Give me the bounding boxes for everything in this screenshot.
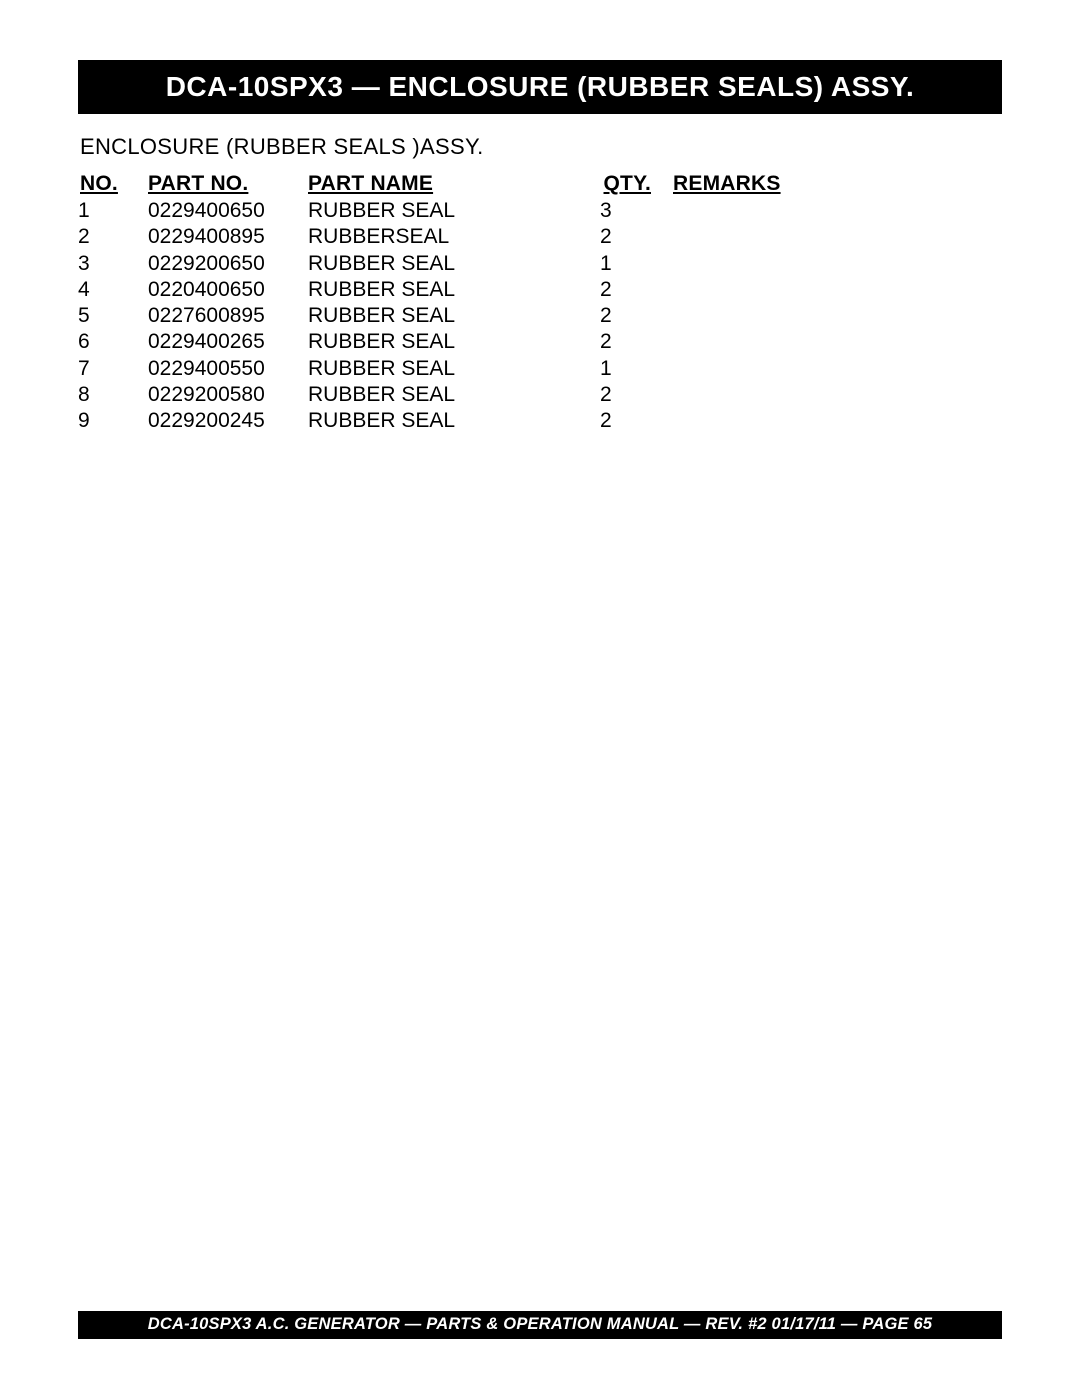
cell-remarks xyxy=(673,198,873,224)
cell-remarks xyxy=(673,277,873,303)
cell-part-name: RUBBER SEAL xyxy=(308,251,588,277)
cell-part-name: RUBBERSEAL xyxy=(308,224,588,250)
cell-part-no: 0229400265 xyxy=(148,329,308,355)
page-footer-bar: DCA-10SPX3 A.C. GENERATOR — PARTS & OPER… xyxy=(78,1311,1002,1339)
cell-remarks xyxy=(673,224,873,250)
cell-no: 3 xyxy=(78,251,148,277)
table-row: 4 0220400650 RUBBER SEAL 2 xyxy=(78,277,873,303)
cell-part-name: RUBBER SEAL xyxy=(308,303,588,329)
table-row: 6 0229400265 RUBBER SEAL 2 xyxy=(78,329,873,355)
table-body: 1 0229400650 RUBBER SEAL 3 2 0229400895 … xyxy=(78,198,873,434)
cell-qty: 2 xyxy=(588,303,673,329)
cell-part-name: RUBBER SEAL xyxy=(308,408,588,434)
cell-no: 2 xyxy=(78,224,148,250)
table-header-row: NO. PART NO. PART NAME QTY. REMARKS xyxy=(78,172,873,198)
cell-part-name: RUBBER SEAL xyxy=(308,198,588,224)
col-header-part-name: PART NAME xyxy=(308,172,588,198)
cell-qty: 2 xyxy=(588,329,673,355)
cell-no: 1 xyxy=(78,198,148,224)
page-title-text: DCA-10SPX3 — ENCLOSURE (RUBBER SEALS) AS… xyxy=(166,71,915,102)
cell-qty: 2 xyxy=(588,382,673,408)
cell-remarks xyxy=(673,303,873,329)
cell-part-no: 0229200245 xyxy=(148,408,308,434)
cell-part-no: 0229200580 xyxy=(148,382,308,408)
table-row: 9 0229200245 RUBBER SEAL 2 xyxy=(78,408,873,434)
cell-remarks xyxy=(673,329,873,355)
table-row: 1 0229400650 RUBBER SEAL 3 xyxy=(78,198,873,224)
cell-remarks xyxy=(673,382,873,408)
cell-qty: 3 xyxy=(588,198,673,224)
cell-part-name: RUBBER SEAL xyxy=(308,382,588,408)
cell-part-no: 0220400650 xyxy=(148,277,308,303)
cell-qty: 1 xyxy=(588,251,673,277)
cell-no: 5 xyxy=(78,303,148,329)
page-title-bar: DCA-10SPX3 — ENCLOSURE (RUBBER SEALS) AS… xyxy=(78,60,1002,114)
col-header-part-no: PART NO. xyxy=(148,172,308,198)
cell-remarks xyxy=(673,356,873,382)
cell-qty: 2 xyxy=(588,277,673,303)
col-header-qty: QTY. xyxy=(588,172,673,198)
cell-no: 9 xyxy=(78,408,148,434)
cell-no: 8 xyxy=(78,382,148,408)
table-row: 2 0229400895 RUBBERSEAL 2 xyxy=(78,224,873,250)
cell-qty: 1 xyxy=(588,356,673,382)
table-row: 7 0229400550 RUBBER SEAL 1 xyxy=(78,356,873,382)
table-row: 5 0227600895 RUBBER SEAL 2 xyxy=(78,303,873,329)
table-row: 8 0229200580 RUBBER SEAL 2 xyxy=(78,382,873,408)
cell-part-no: 0229400895 xyxy=(148,224,308,250)
cell-part-no: 0229400650 xyxy=(148,198,308,224)
cell-no: 7 xyxy=(78,356,148,382)
cell-part-no: 0229400550 xyxy=(148,356,308,382)
table-row: 3 0229200650 RUBBER SEAL 1 xyxy=(78,251,873,277)
cell-part-no: 0229200650 xyxy=(148,251,308,277)
cell-remarks xyxy=(673,408,873,434)
col-header-no: NO. xyxy=(78,172,148,198)
cell-remarks xyxy=(673,251,873,277)
cell-no: 4 xyxy=(78,277,148,303)
cell-qty: 2 xyxy=(588,408,673,434)
cell-part-name: RUBBER SEAL xyxy=(308,277,588,303)
page-footer-text: DCA-10SPX3 A.C. GENERATOR — PARTS & OPER… xyxy=(148,1315,933,1333)
cell-part-no: 0227600895 xyxy=(148,303,308,329)
col-header-remarks: REMARKS xyxy=(673,172,873,198)
section-subtitle: ENCLOSURE (RUBBER SEALS )ASSY. xyxy=(80,134,1002,160)
cell-part-name: RUBBER SEAL xyxy=(308,356,588,382)
parts-table: NO. PART NO. PART NAME QTY. REMARKS 1 02… xyxy=(78,172,873,434)
cell-part-name: RUBBER SEAL xyxy=(308,329,588,355)
cell-no: 6 xyxy=(78,329,148,355)
cell-qty: 2 xyxy=(588,224,673,250)
